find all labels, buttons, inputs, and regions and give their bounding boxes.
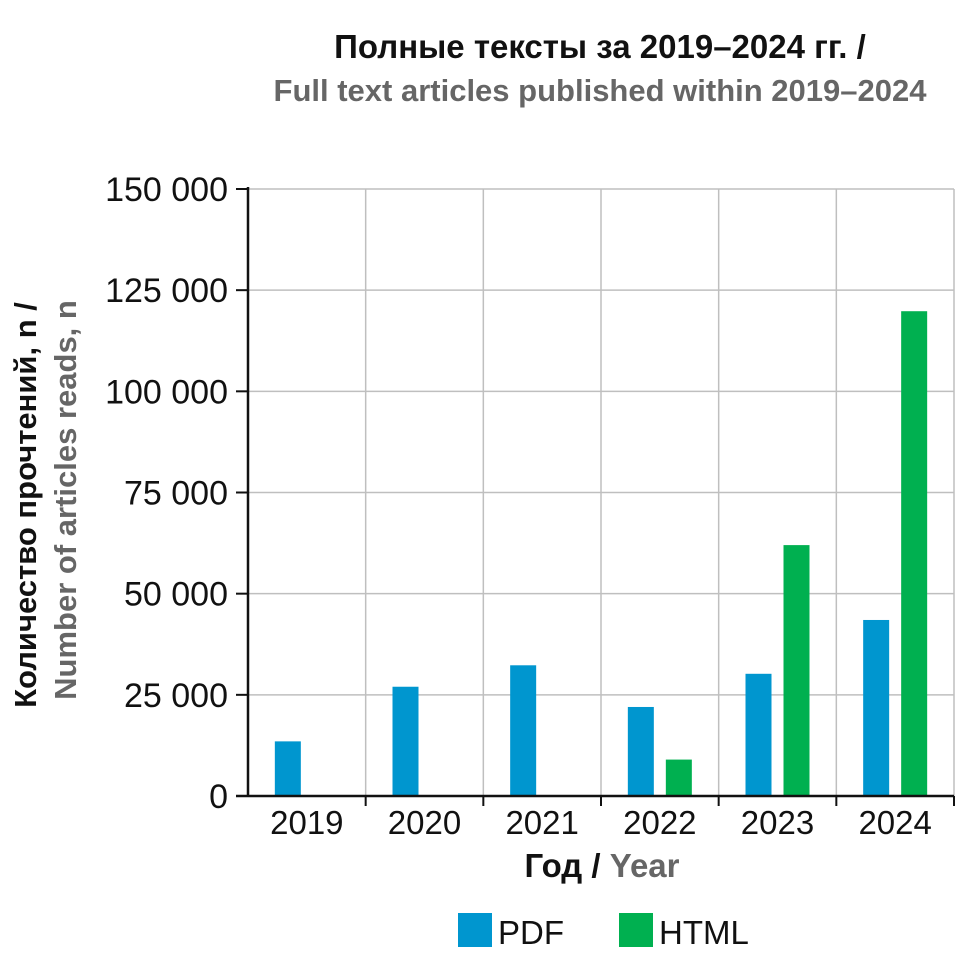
bar-pdf-2024 [863,619,890,796]
y-axis-label-en: Number of articles reads, n [48,300,83,700]
x-tick-label: 2021 [505,804,578,841]
bars [274,311,928,796]
legend-label-html: HTML [659,914,749,951]
chart-subtitle: Full text articles published within 2019… [274,73,928,108]
x-tick-labels: 2019 2020 2021 2022 2023 2024 [270,804,932,841]
legend-swatch-pdf [458,913,492,947]
legend-swatch-html [619,913,653,947]
bar-html-2023 [783,545,810,796]
bar-html-2024 [901,311,928,796]
bar-pdf-2019 [274,741,301,796]
y-tick-label: 0 [209,778,228,816]
y-tick-label: 150 000 [105,171,228,209]
y-tick-label: 125 000 [105,272,228,310]
y-tick-labels: 0 25 000 50 000 75 000 100 000 125 000 150 000 [105,171,228,816]
x-tick-label: 2019 [270,804,343,841]
x-tick-label: 2024 [858,804,931,841]
legend: PDF HTML [458,913,749,951]
axes [236,187,955,806]
bar-pdf-2021 [510,665,537,796]
x-tick-label: 2023 [741,804,814,841]
x-axis-label-en: Year [610,847,680,884]
x-axis-label: Год / Year [525,847,680,884]
bar-pdf-2020 [392,686,419,796]
y-tick-label: 75 000 [124,475,228,513]
legend-label-pdf: PDF [498,914,564,951]
bar-pdf-2023 [745,673,772,796]
bar-pdf-2022 [627,706,654,796]
x-tick-label: 2022 [623,804,696,841]
y-tick-label: 50 000 [124,576,228,614]
x-axis-label-ru: Год [525,847,583,884]
y-axis-label-ru: Количество прочтений, n / [8,302,43,708]
grid [248,188,955,796]
y-tick-label: 100 000 [105,373,228,411]
x-tick-label: 2020 [388,804,461,841]
y-tick-label: 25 000 [124,677,228,715]
x-axis-label-sep: / [582,847,610,884]
chart-title: Полные тексты за 2019–2024 гг. / [334,28,866,65]
bar-html-2022 [665,759,692,796]
